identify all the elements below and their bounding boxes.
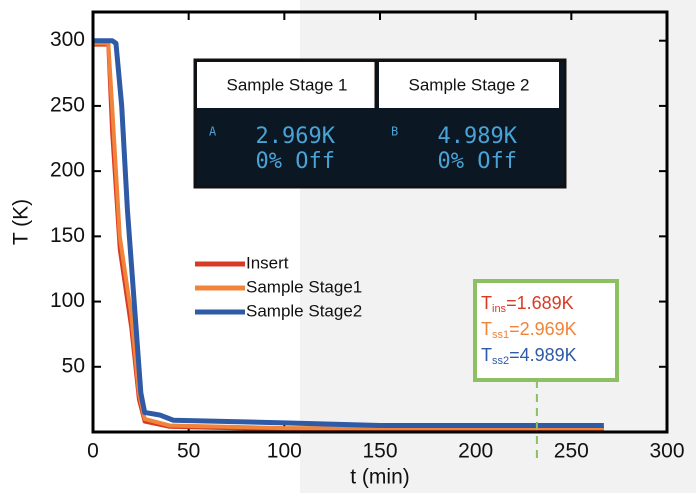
readout-line: Tins=1.689K [481, 293, 574, 315]
y-tick-label: 250 [50, 93, 85, 116]
y-tick-label: 150 [50, 224, 85, 247]
x-tick-label: 100 [267, 440, 302, 463]
readout-line: Tss1=2.969K [481, 319, 577, 341]
inset-channel: B [391, 125, 398, 139]
y-tick-label: 50 [62, 354, 85, 377]
inset-header: Sample Stage 2 [409, 75, 530, 94]
readout-symbol: T [481, 319, 492, 339]
inset-status: 0% Off [438, 149, 517, 174]
series-line [93, 38, 604, 428]
legend-label: Sample Stage1 [246, 277, 362, 296]
readout-text: =4.989K [509, 345, 577, 365]
inset-status: 0% Off [256, 149, 335, 174]
readout-subscript: ss1 [492, 329, 509, 341]
y-axis-label: T (K) [10, 199, 33, 245]
y-tick-label: 100 [50, 289, 85, 312]
x-tick-label: 300 [649, 440, 684, 463]
plot-frame [91, 10, 669, 434]
readout-symbol: T [481, 293, 492, 313]
legend-label: Sample Stage2 [246, 301, 362, 320]
inset-reading: 4.989K [438, 124, 518, 149]
y-tick-label: 300 [50, 28, 85, 51]
y-tick-label: 200 [50, 159, 85, 182]
x-tick-label: 50 [177, 440, 200, 463]
readout-subscript: ins [492, 303, 507, 315]
series-line [93, 41, 604, 431]
inset-reading: 2.969K [256, 124, 336, 149]
inset-header-cell [197, 62, 377, 108]
x-tick-label: 0 [87, 440, 99, 463]
readout-symbol: T [481, 345, 492, 365]
readout-line: Tss2=4.989K [481, 345, 577, 367]
readout-box [473, 279, 619, 382]
x-tick-label: 250 [554, 440, 589, 463]
x-axis-label: t (min) [350, 466, 410, 489]
inset-header: Sample Stage 1 [227, 75, 348, 94]
readout-text: =1.689K [506, 293, 574, 313]
x-tick-label: 200 [458, 440, 493, 463]
readout-text: =2.969K [509, 319, 577, 339]
readout-subscript: ss2 [492, 355, 509, 367]
legend-label: Insert [246, 253, 289, 272]
inset-channel: A [209, 125, 217, 139]
x-tick-label: 150 [362, 440, 397, 463]
inset-header-cell [379, 62, 559, 108]
